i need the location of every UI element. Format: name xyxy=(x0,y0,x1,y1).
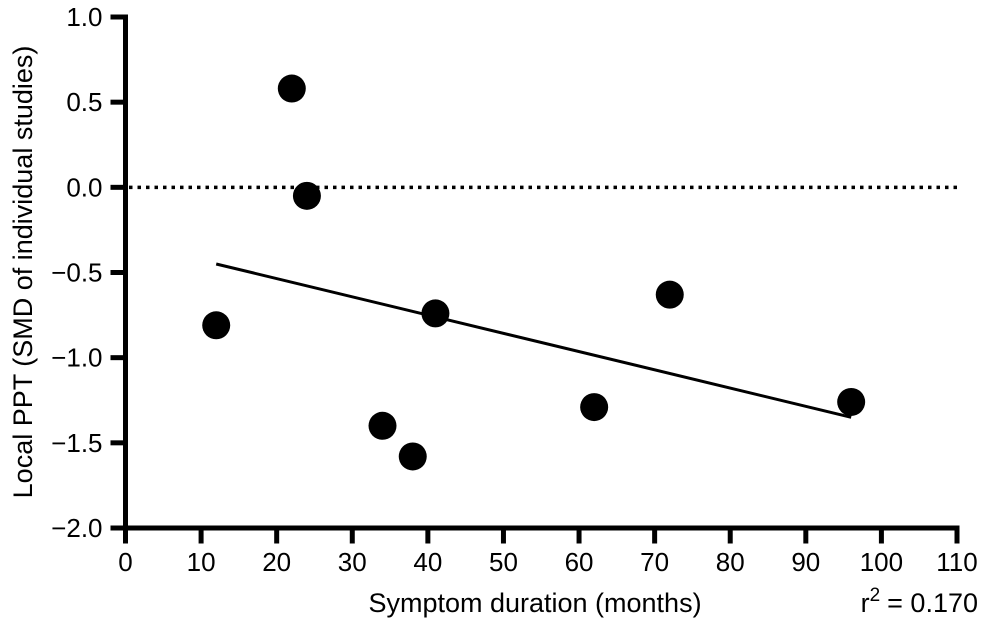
y-axis: 1.0 0.5 0.0 −0.5 −1.0 −1.5 −2.0 xyxy=(51,2,128,543)
data-point xyxy=(368,411,397,440)
data-points-group xyxy=(202,74,866,471)
y-tick-label: −1.5 xyxy=(51,428,102,458)
x-tick-label: 40 xyxy=(413,547,442,577)
r-squared-annotation: r2 = 0.170 xyxy=(861,585,978,618)
x-tick-label: 30 xyxy=(338,547,367,577)
regression-line xyxy=(215,262,852,419)
x-tick-label: 50 xyxy=(489,547,518,577)
y-axis-title: Local PPT (SMD of individual studies) xyxy=(8,46,38,499)
y-tick-label: 0.0 xyxy=(66,172,102,202)
r-squared-base: r xyxy=(861,588,870,618)
x-tick-label: 0 xyxy=(118,547,132,577)
x-tick-label: 70 xyxy=(640,547,669,577)
x-tick-label: 60 xyxy=(565,547,594,577)
data-point xyxy=(837,387,866,416)
x-tick-label: 90 xyxy=(791,547,820,577)
r-squared-superscript: 2 xyxy=(870,585,881,606)
data-point xyxy=(277,74,306,103)
x-tick-label: 110 xyxy=(936,547,977,577)
data-point xyxy=(421,299,450,328)
x-tick-label: 20 xyxy=(262,547,291,577)
y-tick-label: 0.5 xyxy=(66,87,102,117)
x-axis-title: Symptom duration (months) xyxy=(368,588,701,618)
data-point xyxy=(580,393,609,422)
x-tick-label: 80 xyxy=(716,547,745,577)
data-point xyxy=(655,280,684,309)
y-tick-label: −0.5 xyxy=(51,258,102,288)
r-squared-value: = 0.170 xyxy=(887,588,978,618)
y-tick-label: 1.0 xyxy=(66,2,102,32)
y-tick-label: −2.0 xyxy=(51,513,102,543)
x-tick-label: 10 xyxy=(187,547,216,577)
data-point xyxy=(292,181,321,210)
x-axis: 0 10 20 30 40 50 60 70 80 90 100 110 xyxy=(118,525,978,577)
y-tick-label: −1.0 xyxy=(51,343,102,373)
data-point xyxy=(202,311,231,340)
x-tick-label: 100 xyxy=(860,547,903,577)
data-point xyxy=(398,442,427,471)
regression-line-group xyxy=(215,262,852,419)
